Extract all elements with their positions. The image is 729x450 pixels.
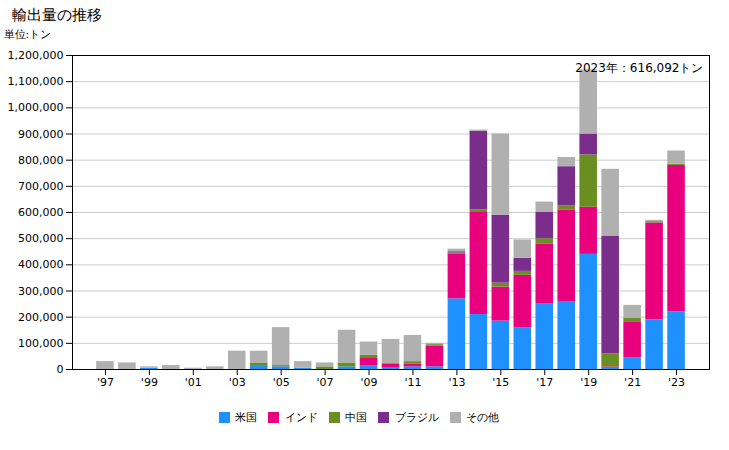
- svg-text:'19: '19: [580, 376, 597, 389]
- html-text:ブラジル: ブラジル: [394, 411, 439, 424]
- svg-text:500,000: 500,000: [18, 232, 64, 245]
- html-text:中国: 中国: [345, 411, 368, 424]
- svg-text:'17: '17: [536, 376, 553, 389]
- svg-text:'97: '97: [97, 376, 114, 389]
- svg-text:'05: '05: [273, 376, 290, 389]
- svg-text:'09: '09: [361, 376, 378, 389]
- svg-text:'15: '15: [492, 376, 509, 389]
- svg-text:'23: '23: [668, 376, 685, 389]
- svg-text:700,000: 700,000: [18, 180, 64, 193]
- svg-text:'21: '21: [624, 376, 641, 389]
- svg-text:1,200,000: 1,200,000: [8, 49, 64, 62]
- svg-text:200,000: 200,000: [18, 311, 64, 324]
- svg-text:'11: '11: [404, 376, 421, 389]
- svg-text:'07: '07: [317, 376, 334, 389]
- svg-text:300,000: 300,000: [18, 285, 64, 298]
- svg-text:'01: '01: [185, 376, 202, 389]
- html-text:輸出量の推移: 輸出量の推移: [12, 6, 102, 24]
- html-text:インド: インド: [284, 411, 318, 424]
- html-text:米国: 米国: [235, 411, 258, 424]
- svg-text:600,000: 600,000: [18, 206, 64, 219]
- svg-text:1,100,000: 1,100,000: [8, 75, 64, 88]
- svg-text:1,000,000: 1,000,000: [8, 101, 64, 114]
- svg-text:2023年：616,092トン: 2023年：616,092トン: [575, 61, 703, 75]
- svg-text:'03: '03: [229, 376, 246, 389]
- svg-text:単位:トン: 単位:トン: [4, 28, 52, 41]
- svg-text:900,000: 900,000: [18, 128, 64, 141]
- svg-text:'13: '13: [448, 376, 465, 389]
- svg-text:100,000: 100,000: [18, 337, 64, 350]
- svg-text:800,000: 800,000: [18, 154, 64, 167]
- svg-text:'99: '99: [141, 376, 158, 389]
- svg-text:0: 0: [57, 363, 64, 376]
- html-text:その他: その他: [466, 411, 500, 424]
- svg-text:400,000: 400,000: [18, 258, 64, 271]
